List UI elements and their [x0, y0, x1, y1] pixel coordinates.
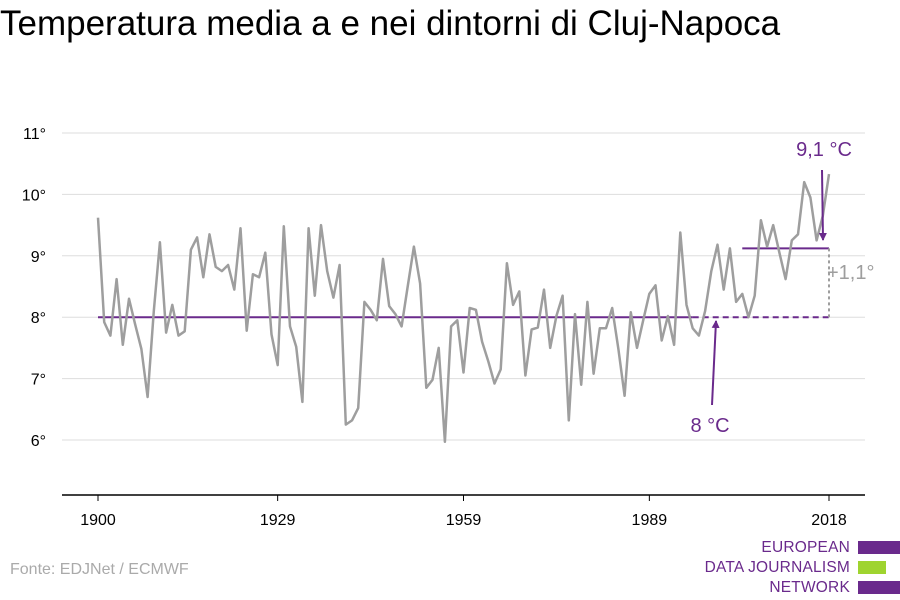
- baseline-arrow: [711, 320, 720, 406]
- recent-arrow: [818, 169, 827, 241]
- x-tick-label: 1929: [260, 512, 296, 529]
- recent-label: 9,1 °C: [796, 139, 852, 161]
- baseline-label: 8 °C: [690, 415, 729, 437]
- x-tick-label: 1989: [632, 512, 668, 529]
- logo-bar-purple-bottom: [858, 581, 900, 594]
- page-title: Temperatura media a e nei dintorni di Cl…: [0, 4, 781, 43]
- logo-line-european: EUROPEAN: [761, 539, 850, 556]
- logo-line-network: NETWORK: [769, 579, 850, 596]
- edjnet-logo: EUROPEAN DATA JOURNALISM NETWORK: [700, 538, 900, 598]
- temperature-series-line: [96, 173, 831, 444]
- y-tick-label: 6°: [31, 433, 46, 450]
- y-tick-label: 7°: [31, 372, 46, 389]
- y-tick-label: 8°: [31, 310, 46, 327]
- x-tick-label: 1959: [446, 512, 482, 529]
- y-tick-label: 11°: [23, 126, 46, 143]
- logo-bar-green: [858, 561, 886, 574]
- delta-label: +1,1°: [827, 262, 874, 284]
- logo-line-data-journalism: DATA JOURNALISM: [704, 559, 850, 576]
- x-tick-label: 1900: [80, 512, 116, 529]
- y-tick-label: 9°: [31, 249, 46, 266]
- logo-bar-purple-top: [858, 541, 900, 554]
- y-tick-label: 10°: [22, 187, 46, 204]
- x-tick-label: 2018: [811, 512, 847, 529]
- source-note: Fonte: EDJNet / ECMWF: [10, 561, 189, 578]
